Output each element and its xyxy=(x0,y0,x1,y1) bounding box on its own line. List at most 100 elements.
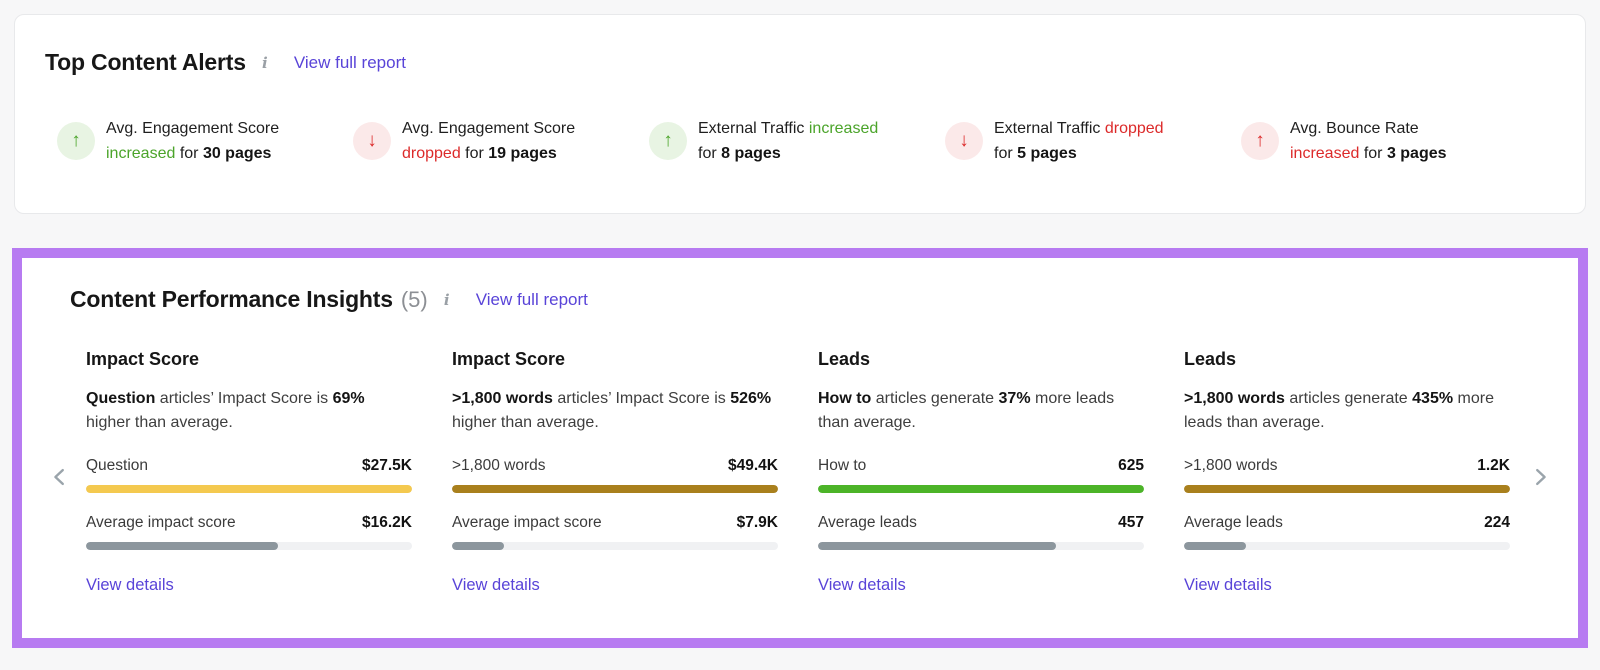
description-fragment: 37% xyxy=(998,390,1031,407)
metric-bar-fill xyxy=(1184,485,1510,493)
alert-text-line: External Traffic dropped xyxy=(994,116,1164,141)
alert-text-fragment: dropped xyxy=(402,145,461,162)
metric-row: Average leads 457 xyxy=(818,514,1144,550)
alert-text-line: External Traffic increased xyxy=(698,116,878,141)
info-icon[interactable]: i xyxy=(261,53,268,72)
description-fragment: articles generate xyxy=(871,390,999,407)
alert-text-fragment: for xyxy=(1359,145,1387,162)
metric-value: $49.4K xyxy=(728,457,778,474)
insight-card-title: Impact Score xyxy=(452,349,566,369)
up-arrow-icon: ↑ xyxy=(649,122,687,160)
metric-bar-track xyxy=(1184,485,1510,493)
view-details-link[interactable]: View details xyxy=(452,576,540,594)
metric-label: Question xyxy=(86,457,149,474)
insights-view-full-report-link[interactable]: View full report xyxy=(475,289,588,309)
metric-row: How to 625 xyxy=(818,457,1144,493)
insight-card: Leads How to articles generate 37% more … xyxy=(818,349,1144,595)
alert-text-fragment: 5 pages xyxy=(1017,145,1077,162)
metric-bar-fill xyxy=(818,485,1144,493)
alert-item: ↑ External Traffic increased for 8 pages xyxy=(649,116,945,166)
alert-text-fragment: 8 pages xyxy=(721,145,781,162)
alert-item: ↓ Avg. Engagement Score dropped for 19 pa… xyxy=(353,116,649,166)
description-fragment: articles generate xyxy=(1284,390,1413,407)
description-fragment: higher than average. xyxy=(86,414,233,431)
insight-card-description: How to articles generate 37% more leads … xyxy=(818,387,1144,435)
metric-row: >1,800 words 1.2K xyxy=(1184,457,1510,493)
metric-label: How to xyxy=(818,457,867,474)
metric-label: >1,800 words xyxy=(452,457,546,474)
info-icon[interactable]: i xyxy=(443,290,450,309)
alert-text-fragment: dropped xyxy=(1104,120,1164,137)
description-fragment: How to xyxy=(818,390,872,407)
alert-item: ↑ Avg. Bounce Rate increased for 3 pages xyxy=(1241,116,1537,166)
view-details-link[interactable]: View details xyxy=(1184,576,1272,594)
alert-text-fragment: increased xyxy=(808,120,879,137)
metric-row: >1,800 words $49.4K xyxy=(452,457,778,493)
alert-text-fragment: 3 pages xyxy=(1386,145,1447,162)
view-details-link[interactable]: View details xyxy=(86,576,174,594)
alert-text-fragment: for xyxy=(698,145,722,162)
top-content-alerts-panel: Top Content Alerts i View full report ↑ … xyxy=(14,14,1586,214)
alert-text-fragment: External Traffic xyxy=(698,120,809,137)
metric-label: Average leads xyxy=(818,514,917,531)
metric-row: Question $27.5K xyxy=(86,457,412,493)
insight-card: Impact Score >1,800 words articles’ Impa… xyxy=(452,349,778,595)
metric-value: 457 xyxy=(1118,514,1144,531)
alerts-view-full-report-link[interactable]: View full report xyxy=(293,52,406,72)
insight-card-title: Leads xyxy=(818,349,871,369)
alert-text-fragment: Avg. Bounce Rate xyxy=(1290,120,1419,137)
insights-panel-header: Content Performance Insights (5) i View … xyxy=(48,286,1552,313)
down-arrow-icon: ↓ xyxy=(945,122,983,160)
alert-message: External Traffic dropped for 5 pages xyxy=(994,116,1164,166)
description-fragment: more leads than average. xyxy=(1184,390,1494,431)
insight-card-metrics: How to 625 Average leads 457 xyxy=(818,457,1144,550)
alert-text-line: for 8 pages xyxy=(698,141,878,166)
alert-text-line: Avg. Engagement Score xyxy=(106,116,279,141)
description-fragment: >1,800 words xyxy=(452,390,553,407)
metric-bar-track xyxy=(818,542,1144,550)
description-fragment: more leads than average. xyxy=(818,390,1115,431)
metric-bar-track xyxy=(818,485,1144,493)
metric-value: 625 xyxy=(1118,457,1144,474)
insight-card-metrics: >1,800 words $49.4K Average impact score… xyxy=(452,457,778,550)
metric-value: $7.9K xyxy=(736,514,778,531)
insight-card: Impact Score Question articles’ Impact S… xyxy=(86,349,412,595)
alert-text-line: dropped for 19 pages xyxy=(402,141,575,166)
alert-message: Avg. Engagement Score increased for 30 pa… xyxy=(106,116,279,166)
alert-text-fragment: Avg. Engagement Score xyxy=(106,120,280,137)
description-fragment: 435% xyxy=(1412,390,1454,407)
alert-message: Avg. Bounce Rate increased for 3 pages xyxy=(1290,116,1447,166)
description-fragment: 69% xyxy=(332,390,365,407)
up-arrow-icon: ↑ xyxy=(1241,122,1279,160)
chevron-left-icon xyxy=(54,468,64,486)
alert-text-fragment: for xyxy=(994,145,1018,162)
alert-text-fragment: increased xyxy=(1290,145,1360,162)
insight-card-title: Leads xyxy=(1184,349,1237,369)
insight-card-description: >1,800 words articles generate 435% more… xyxy=(1184,387,1510,435)
metric-label: >1,800 words xyxy=(1184,457,1278,474)
alert-text-line: Avg. Bounce Rate xyxy=(1290,116,1447,141)
view-details-link[interactable]: View details xyxy=(818,576,906,594)
description-fragment: higher than average. xyxy=(452,414,599,431)
description-fragment: 526% xyxy=(730,390,772,407)
metric-bar-track xyxy=(452,542,778,550)
alerts-row: ↑ Avg. Engagement Score increased for 30 … xyxy=(45,116,1555,166)
alert-text-line: Avg. Engagement Score xyxy=(402,116,575,141)
insights-panel-title: Content Performance Insights xyxy=(70,286,393,312)
up-arrow-icon: ↑ xyxy=(57,122,95,160)
alert-text-line: for 5 pages xyxy=(994,141,1164,166)
alert-message: External Traffic increased for 8 pages xyxy=(698,116,878,166)
description-fragment: articles’ Impact Score is xyxy=(552,390,731,407)
alert-text-fragment: for xyxy=(460,145,489,162)
metric-bar-fill xyxy=(452,485,778,493)
insight-card-title: Impact Score xyxy=(86,349,200,369)
carousel-prev-button[interactable] xyxy=(48,465,72,489)
carousel-next-button[interactable] xyxy=(1528,465,1552,489)
alert-text-fragment: for xyxy=(175,145,203,162)
metric-bar-fill xyxy=(452,542,505,550)
insights-carousel: Impact Score Question articles’ Impact S… xyxy=(48,349,1552,595)
description-fragment: >1,800 words xyxy=(1184,390,1285,407)
metric-bar-fill xyxy=(818,542,1056,550)
chevron-right-icon xyxy=(1536,468,1546,486)
metric-label: Average impact score xyxy=(452,514,602,531)
